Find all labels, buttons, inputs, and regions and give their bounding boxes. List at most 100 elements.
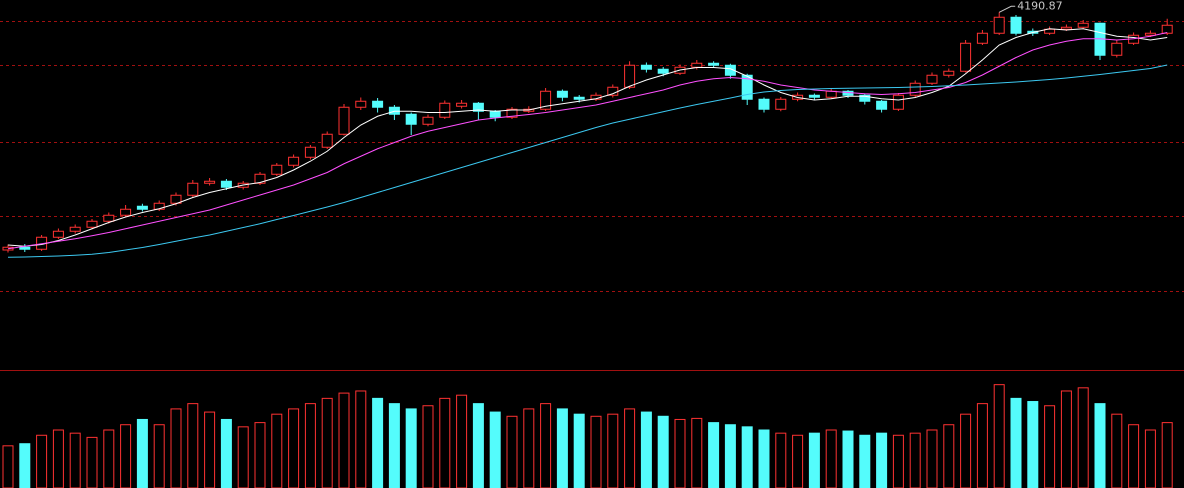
candle-body [288, 156, 300, 166]
volume-bar [136, 418, 148, 488]
volume-bar [540, 403, 552, 488]
volume-bar [909, 432, 921, 488]
candle-body [624, 64, 636, 88]
candle-body [439, 102, 451, 118]
candle-body [976, 32, 988, 44]
volume-bar [304, 403, 316, 488]
candle-body [220, 180, 232, 188]
volume-bar [254, 422, 266, 488]
volume-bar [1027, 401, 1039, 488]
volume-bar [640, 411, 652, 488]
volume-bar [372, 397, 384, 488]
candle-body [136, 205, 148, 210]
volume-bar [590, 415, 602, 488]
volume-bar [52, 429, 64, 488]
candle-body [691, 62, 703, 68]
volume-bar [1060, 390, 1072, 488]
volume-bar [573, 413, 585, 488]
candle-body [120, 208, 132, 216]
volume-bar [943, 424, 955, 488]
volume-bar [439, 397, 451, 488]
candle-body [775, 98, 787, 110]
candle-body [86, 220, 98, 228]
volume-bar [926, 429, 938, 488]
candle-body [456, 102, 468, 107]
candle-body [19, 246, 31, 250]
candle-body [405, 113, 417, 125]
volume-bar [271, 413, 283, 488]
candle-body [909, 82, 921, 96]
volume-bar [170, 408, 182, 488]
volume-bar [1094, 403, 1106, 488]
volume-bar [321, 397, 333, 488]
volume-bar [338, 392, 350, 488]
candle-body [808, 94, 820, 98]
candle-body [657, 68, 669, 74]
volume-bar [691, 417, 703, 488]
high-label: 4190.87 [1017, 0, 1062, 12]
candle-body [993, 16, 1005, 34]
volume-bar [388, 403, 400, 488]
candle-body [1010, 16, 1022, 34]
volume-bar [758, 429, 770, 488]
volume-bar [489, 411, 501, 488]
candle-body [1161, 24, 1173, 34]
volume-bar [724, 424, 736, 488]
volume-bar [657, 415, 669, 488]
volume-bar [1111, 413, 1123, 488]
volume-bar [808, 432, 820, 488]
candle-body [321, 133, 333, 148]
volume-bar [19, 443, 31, 488]
candle-body [540, 90, 552, 110]
candle-body [1077, 22, 1089, 28]
volume-bar [741, 426, 753, 488]
moving-average-line [7, 32, 1168, 250]
volume-bar [859, 434, 871, 488]
volume-bar [456, 394, 468, 488]
moving-average-line [7, 28, 1168, 247]
volume-bar [607, 413, 619, 488]
volume-bar [960, 413, 972, 488]
volume-bar [842, 430, 854, 488]
volume-bar [892, 434, 904, 488]
candle-body [640, 64, 652, 70]
candle-body [859, 94, 871, 102]
volume-bar [993, 384, 1005, 488]
candle-body [741, 74, 753, 100]
volume-bar [220, 418, 232, 488]
candle-body [69, 226, 81, 232]
moving-average-line [7, 64, 1168, 258]
volume-bar [1077, 387, 1089, 488]
high-marker [998, 5, 1016, 13]
candle-body [1144, 32, 1156, 36]
candle-body [204, 180, 216, 184]
volume-bar [120, 424, 132, 488]
volume-bar [472, 403, 484, 488]
volume-bar [103, 429, 115, 488]
volume-bar [775, 432, 787, 488]
candle-body [943, 70, 955, 76]
candle-body [876, 100, 888, 110]
candle-body [960, 42, 972, 72]
volume-bar [674, 418, 686, 488]
candle-body [103, 214, 115, 222]
candle-body [187, 182, 199, 196]
volume-bar [355, 390, 367, 488]
volume-bar [86, 436, 98, 488]
volume-bar [792, 434, 804, 488]
volume-bar [2, 445, 14, 488]
candle-body [1111, 42, 1123, 56]
volume-bar [556, 408, 568, 488]
candle-body [489, 110, 501, 118]
volume-bar [506, 415, 518, 488]
volume-bar [422, 405, 434, 488]
candle-body [724, 64, 736, 76]
volume-bar [1044, 405, 1056, 488]
candle-body [573, 96, 585, 100]
volume-bar [288, 408, 300, 488]
volume-bar [708, 422, 720, 488]
volume-bar [624, 408, 636, 488]
candle-body [825, 90, 837, 98]
volume-bar [187, 403, 199, 488]
